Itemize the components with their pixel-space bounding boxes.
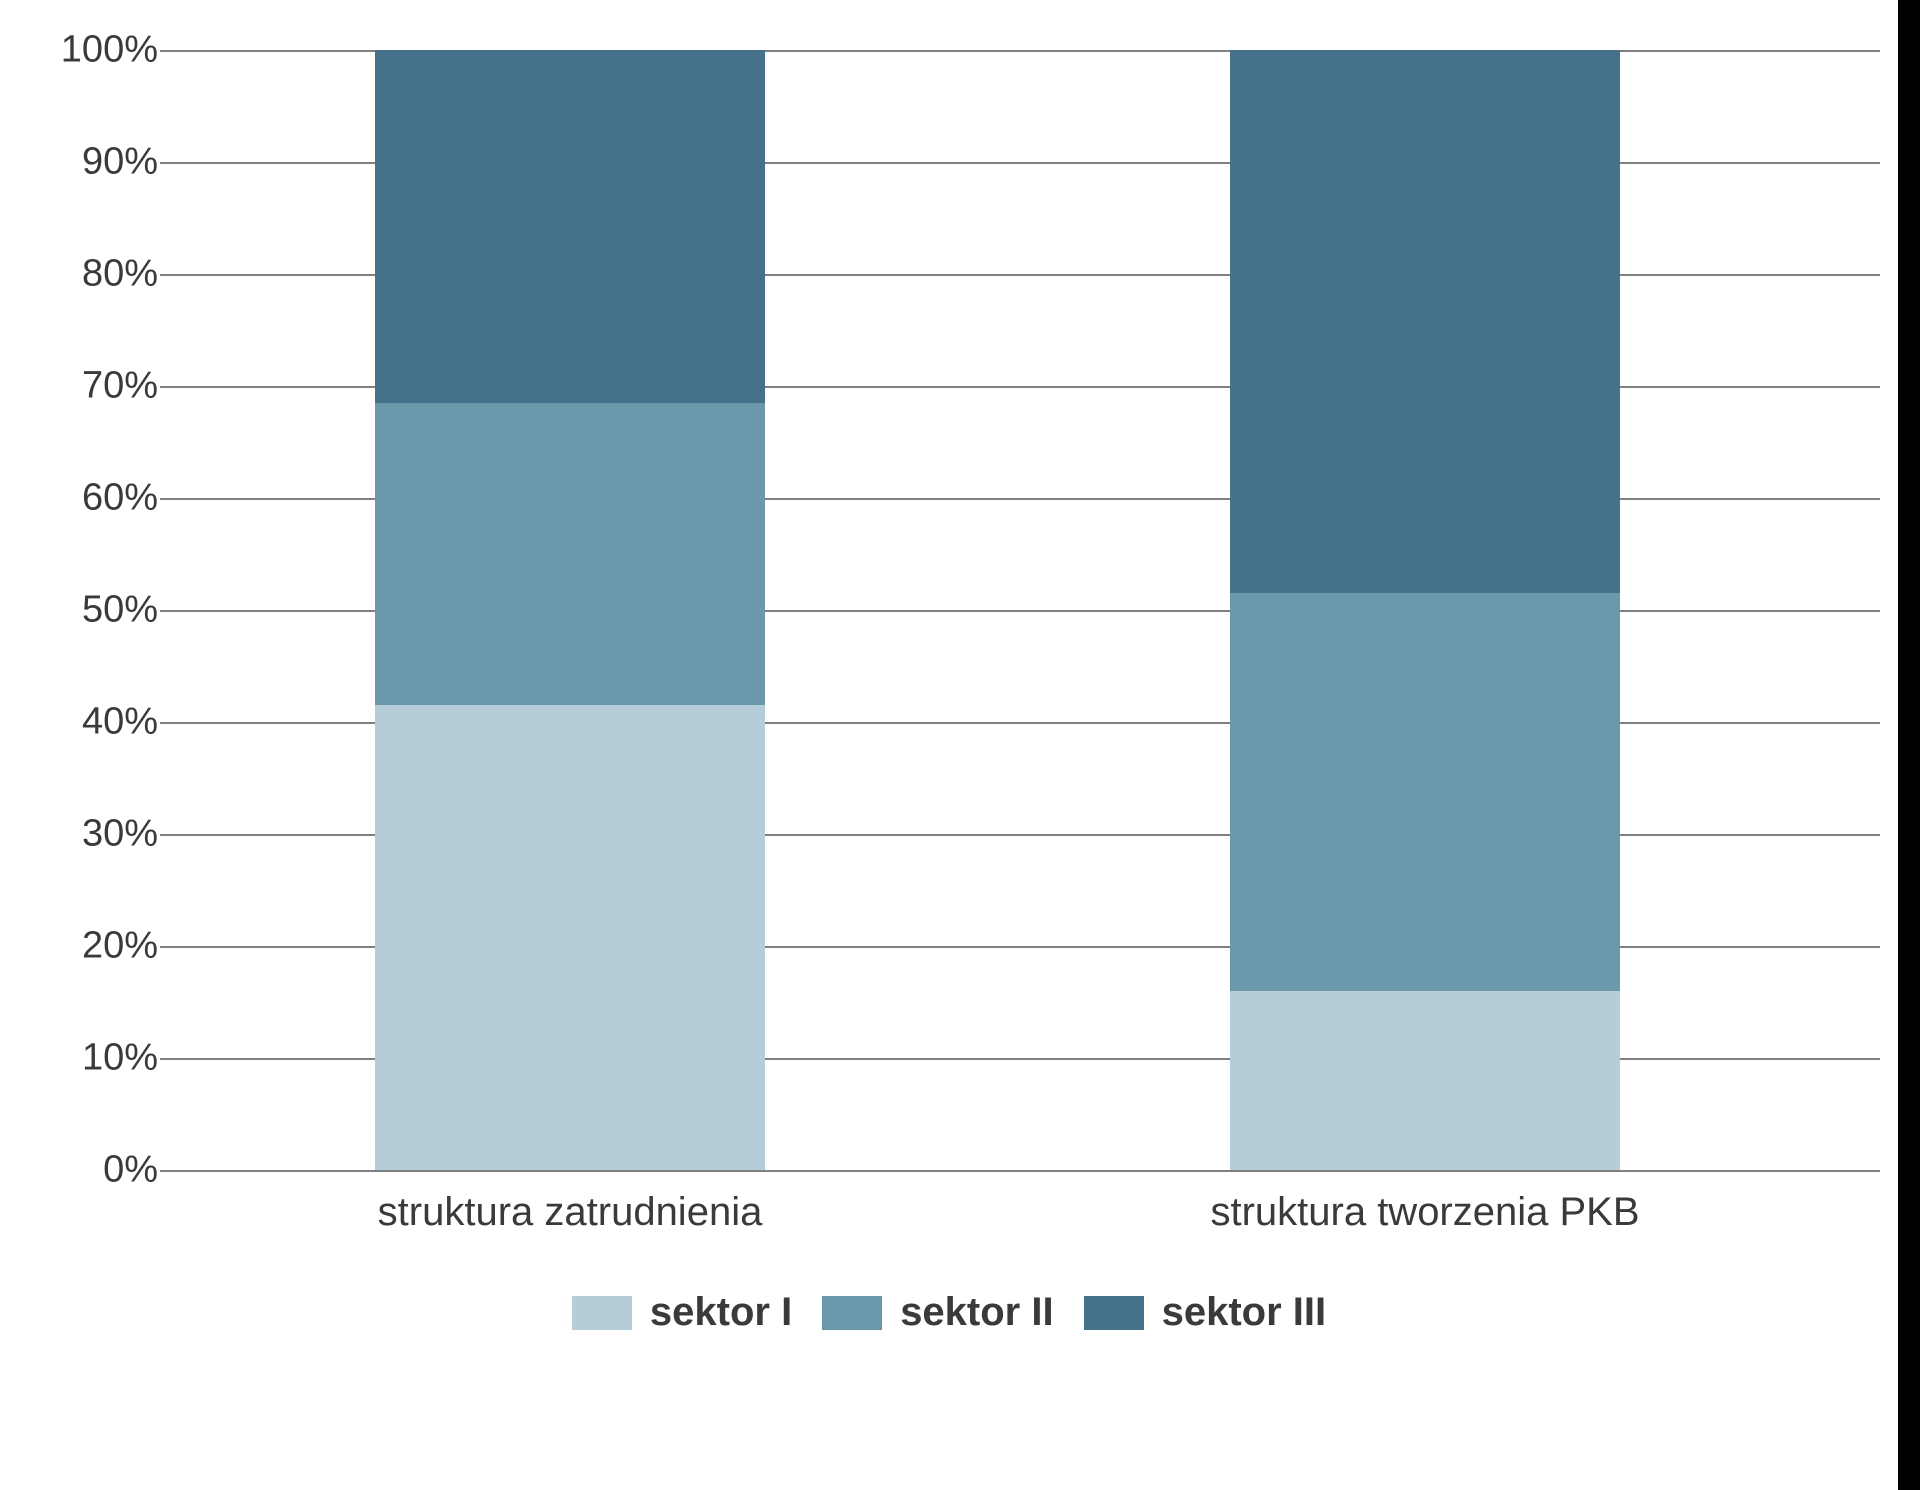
- y-tick-label: 0%: [38, 1149, 158, 1192]
- gridline: [160, 1170, 1880, 1172]
- legend-label: sektor I: [650, 1290, 792, 1335]
- y-tick-label: 50%: [38, 589, 158, 632]
- legend-label: sektor II: [900, 1290, 1053, 1335]
- bar-segment-sektor2: [1230, 593, 1620, 991]
- legend-item-sektor2: sektor II: [822, 1290, 1053, 1335]
- legend-swatch: [572, 1296, 632, 1330]
- bar-segment-sektor2: [375, 403, 765, 705]
- y-tick-label: 10%: [38, 1037, 158, 1080]
- legend-swatch: [822, 1296, 882, 1330]
- y-tick-label: 70%: [38, 365, 158, 408]
- legend-swatch: [1084, 1296, 1144, 1330]
- chart-container: 0% 10% 20% 30% 40% 50% 60% 70% 80% 90% 1…: [0, 0, 1898, 1490]
- bar-segment-sektor3: [1230, 50, 1620, 593]
- bar-gdp: [1230, 50, 1620, 1170]
- y-tick-label: 60%: [38, 477, 158, 520]
- legend-item-sektor1: sektor I: [572, 1290, 792, 1335]
- y-tick-label: 100%: [38, 29, 158, 72]
- y-tick-label: 20%: [38, 925, 158, 968]
- y-tick-label: 30%: [38, 813, 158, 856]
- legend: sektor I sektor II sektor III: [0, 1290, 1898, 1335]
- y-tick-label: 90%: [38, 141, 158, 184]
- bar-employment: [375, 50, 765, 1170]
- y-tick-label: 80%: [38, 253, 158, 296]
- legend-item-sektor3: sektor III: [1084, 1290, 1327, 1335]
- right-edge-stripe: [1898, 0, 1920, 1490]
- x-tick-label: struktura zatrudnienia: [378, 1190, 763, 1235]
- legend-label: sektor III: [1162, 1290, 1327, 1335]
- bar-segment-sektor1: [375, 705, 765, 1170]
- y-tick-label: 40%: [38, 701, 158, 744]
- x-tick-label: struktura tworzenia PKB: [1210, 1190, 1639, 1235]
- bar-segment-sektor1: [1230, 991, 1620, 1170]
- bar-segment-sektor3: [375, 50, 765, 403]
- plot-area: [160, 50, 1880, 1170]
